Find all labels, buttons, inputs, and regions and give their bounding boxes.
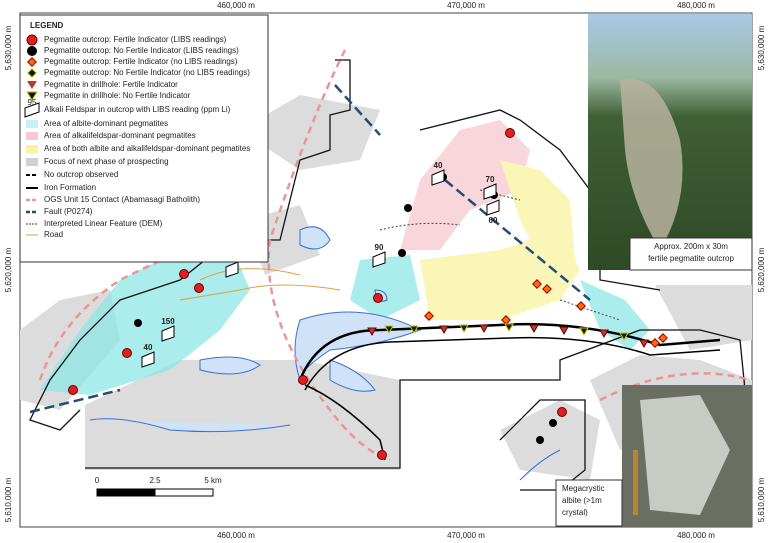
legend-label: OGS Unit 15 Contact (Abamasagi Batholith… [44, 195, 200, 204]
legend-label: Area of alkalifeldspar-dominant pegmatit… [44, 131, 196, 140]
photo-caption: Approx. 200m x 30m [654, 242, 728, 251]
outcrop [398, 249, 406, 257]
photo-caption: crystal) [562, 508, 588, 517]
x-coord-top: 470,000 m [447, 1, 485, 10]
x-coord-bottom: 470,000 m [447, 531, 485, 540]
y-coord-left: 5,630,000 m [4, 25, 13, 70]
fertile-outcrop [194, 283, 204, 293]
photo-caption: albite (>1m [562, 496, 602, 505]
scale-bar [96, 488, 214, 497]
legend-label: Pegmatite in drillhole: No Fertile Indic… [44, 91, 191, 100]
outcrop [549, 419, 557, 427]
legend-title: LEGEND [30, 21, 64, 30]
outcrop [134, 319, 142, 327]
legend-symbol [26, 34, 38, 46]
li-value: 60 [489, 216, 498, 225]
legend-label: Iron Formation [44, 183, 96, 192]
photo-outcrop [588, 14, 753, 271]
li-symbol [141, 351, 155, 368]
fertile-outcrop [122, 348, 132, 358]
drillhole-fertile [367, 324, 649, 349]
photo-caption: Megacrystic [562, 484, 605, 493]
li-value: 40 [434, 161, 443, 170]
x-coord-bottom: 480,000 m [677, 531, 715, 540]
legend-label: Pegmatite outcrop: Fertile Indicator (no… [44, 57, 238, 66]
scale-label: 5 km [204, 476, 222, 485]
legend-label: Area of both albite and alkalifeldspar-d… [44, 144, 250, 153]
legend-label: Pegmatite outcrop: Fertile Indicator (LI… [44, 35, 227, 44]
y-coord-right: 5,610,000 m [757, 477, 766, 522]
li-value: 70 [486, 175, 495, 184]
scale-label: 2.5 [149, 476, 161, 485]
legend-symbol [27, 57, 37, 67]
legend-symbol [27, 46, 37, 56]
x-coord-top: 460,000 m [217, 1, 255, 10]
outcrop [404, 204, 412, 212]
coordinates: 460,000 m 470,000 m 480,000 m 460,000 m 470,… [4, 1, 766, 540]
legend-symbol [26, 132, 38, 140]
fertile-outcrop [179, 269, 189, 279]
legend-symbol [24, 102, 40, 118]
legend-symbol [26, 91, 38, 101]
fertile-outcrop [557, 407, 567, 417]
photo-albite [555, 385, 752, 527]
fertile-no-libs [424, 279, 668, 348]
legend-symbol-label: 95 [28, 98, 37, 107]
legend-label: Focus of next phase of prospecting [44, 157, 169, 166]
zones [40, 120, 650, 395]
legend-symbol [27, 81, 37, 89]
legend-label: Pegmatite in drillhole: Fertile Indicato… [44, 80, 178, 89]
markers [68, 128, 668, 460]
scale-label: 0 [95, 476, 100, 485]
legend-label: Fault (P0274) [44, 207, 93, 216]
y-coord-right: 5,630,000 m [757, 25, 766, 70]
li-symbol [486, 199, 500, 216]
li-value: 90 [375, 243, 384, 252]
fertile-outcrop [377, 450, 387, 460]
x-coord-bottom: 460,000 m [217, 531, 255, 540]
outcrop [536, 436, 544, 444]
y-coord-left: 5,610,000 m [4, 477, 13, 522]
legend-label: Pegmatite outcrop: No Fertile Indicator … [44, 68, 250, 77]
legend-symbol [26, 158, 38, 166]
legend-label: Area of albite-dominant pegmatites [44, 119, 168, 128]
fertile-outcrop [298, 375, 308, 385]
li-value: 150 [161, 317, 175, 326]
y-coord-left: 5,620,000 m [4, 247, 13, 292]
fertile-outcrop [68, 385, 78, 395]
legend: Pegmatite outcrop: Fertile Indicator (LI… [24, 34, 250, 239]
fertile-outcrop [505, 128, 515, 138]
legend-symbol [27, 68, 37, 78]
legend-box [19, 14, 269, 263]
legend-symbol [26, 120, 38, 128]
legend-label: Alkali Feldspar in outcrop with LIBS rea… [44, 105, 231, 114]
photo-caption: fertile pegmatite outcrop [648, 254, 734, 263]
legend-symbol [26, 145, 38, 153]
legend-label: Pegmatite outcrop: No Fertile Indicator … [44, 46, 239, 55]
li-symbol [431, 169, 445, 186]
legend-label: Interpreted Linear Feature (DEM) [44, 219, 163, 228]
li-symbol [161, 325, 175, 342]
li-value: 40 [144, 343, 153, 352]
legend-label: No outcrop observed [44, 170, 118, 179]
y-coord-right: 5,620,000 m [757, 247, 766, 292]
drillhole-no-fertile [384, 323, 629, 342]
li-symbol [372, 251, 386, 268]
legend-label: Road [44, 230, 63, 239]
li-symbol [483, 183, 497, 200]
fertile-outcrop [373, 293, 383, 303]
x-coord-top: 480,000 m [677, 1, 715, 10]
